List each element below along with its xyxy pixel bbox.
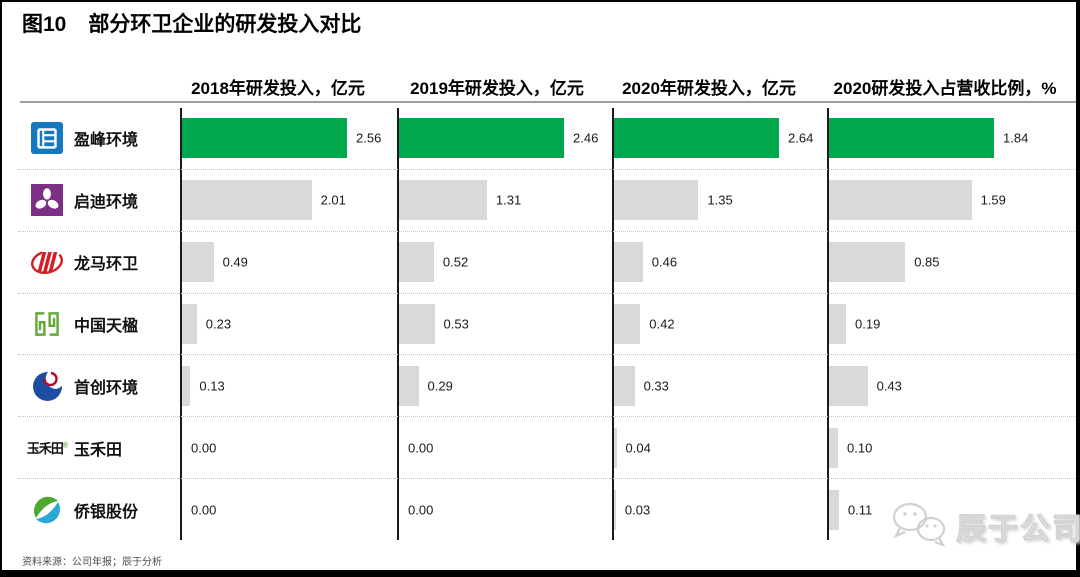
company-name: 启迪环境 bbox=[74, 194, 139, 212]
bar-value-label: 0.46 bbox=[651, 254, 678, 270]
company-row: 首创环境 0.13 0.29 0.33 0.43 bbox=[18, 354, 1076, 416]
bar-value-label: 0.00 bbox=[191, 502, 217, 518]
company-name: 玉禾田 bbox=[74, 441, 123, 459]
company-row: 龙马环卫 0.49 0.52 0.46 0.85 bbox=[18, 230, 1076, 293]
bar-value-label: 0.49 bbox=[222, 254, 248, 270]
bar bbox=[829, 304, 846, 344]
qidi-environment-logo-icon bbox=[26, 182, 68, 218]
wechat-icon bbox=[888, 498, 950, 553]
axis-line-2020-ratio bbox=[827, 108, 829, 540]
bar-value-label: 0.33 bbox=[643, 378, 669, 394]
company-row: 启迪环境 2.01 1.31 1.35 1.59 bbox=[18, 168, 1076, 231]
bar-value-label: 0.85 bbox=[914, 254, 940, 270]
axis-line-2018 bbox=[180, 108, 182, 540]
company-name: 侨银股份 bbox=[74, 503, 139, 521]
bar-value-label: 0.04 bbox=[625, 440, 651, 456]
bar-value-label: 0.00 bbox=[408, 502, 434, 518]
axis-line-2020 bbox=[612, 108, 614, 540]
bar-value-label: 0.00 bbox=[408, 440, 434, 456]
bar bbox=[399, 304, 435, 344]
bar-value-label: 0.23 bbox=[205, 316, 232, 332]
bar bbox=[614, 180, 699, 221]
chart-rows: 盈峰环境 2.56 2.46 2.64 1.84 启迪环境 2.01 1.31 1.35 1.59… bbox=[18, 108, 1076, 540]
bar-value-label: 2.01 bbox=[320, 192, 346, 208]
bar bbox=[182, 365, 191, 406]
column-header-2020-ratio: 2020研发投入占营收比例，% bbox=[833, 79, 1057, 98]
company-name: 盈峰环境 bbox=[74, 132, 139, 150]
watermark: 辰于公司 bbox=[888, 498, 1080, 553]
china-tianying-logo-icon bbox=[26, 306, 68, 342]
bar bbox=[399, 242, 434, 283]
bar bbox=[829, 427, 838, 468]
frame-left-bar bbox=[0, 0, 2, 577]
capital-environment-logo-icon bbox=[26, 368, 68, 404]
bar bbox=[399, 180, 487, 221]
bar bbox=[614, 304, 641, 344]
bar bbox=[614, 365, 635, 406]
bar bbox=[829, 489, 839, 530]
bar bbox=[829, 242, 906, 283]
figure-number: 图10 bbox=[22, 13, 67, 36]
bar-value-label: 2.64 bbox=[788, 130, 814, 146]
bar-value-label: 0.10 bbox=[847, 440, 873, 456]
bar bbox=[614, 427, 617, 468]
bar-value-label: 1.31 bbox=[495, 192, 522, 208]
bar-value-label: 1.59 bbox=[980, 192, 1006, 208]
company-row: 玉禾田® 玉禾田 0.00 0.00 0.04 0.10 bbox=[18, 416, 1076, 478]
bar bbox=[399, 365, 419, 406]
column-header-2020: 2020年研发投入，亿元 bbox=[622, 79, 796, 98]
bar bbox=[399, 118, 564, 159]
bar bbox=[829, 118, 994, 159]
bar-value-label: 0.11 bbox=[847, 502, 873, 518]
watermark-text: 辰于公司 bbox=[956, 512, 1080, 546]
bar-value-label: 1.84 bbox=[1003, 130, 1029, 146]
bar-value-label: 0.53 bbox=[443, 316, 469, 332]
bar-value-label: 0.42 bbox=[649, 316, 675, 332]
figure-title: 图10 部分环卫企业的研发投入对比 bbox=[22, 8, 361, 38]
bar bbox=[182, 242, 214, 283]
bar-value-label: 0.43 bbox=[876, 378, 902, 394]
bar-value-label: 0.19 bbox=[855, 316, 881, 332]
frame-right-bar bbox=[1076, 0, 1080, 577]
bar bbox=[829, 180, 972, 221]
bar-value-label: 2.56 bbox=[356, 130, 382, 146]
bar bbox=[182, 180, 312, 221]
yingfeng-environment-logo-icon bbox=[26, 120, 68, 156]
company-name: 首创环境 bbox=[74, 379, 139, 397]
bar-value-label: 0.29 bbox=[427, 378, 453, 394]
bar-value-label: 0.03 bbox=[624, 502, 651, 518]
bar-value-label: 0.52 bbox=[442, 254, 469, 270]
bar bbox=[182, 304, 197, 344]
bar bbox=[182, 118, 347, 159]
bar bbox=[614, 489, 616, 530]
bar-value-label: 0.13 bbox=[199, 378, 225, 394]
company-name: 中国天楹 bbox=[74, 318, 139, 335]
company-row: 侨银股份 0.00 0.00 0.03 0.11 bbox=[18, 478, 1076, 540]
page-title: 部分环卫企业的研发投入对比 bbox=[88, 13, 362, 36]
company-row: 中国天楹 0.23 0.53 0.42 0.19 bbox=[18, 292, 1076, 355]
company-row: 盈峰环境 2.56 2.46 2.64 1.84 bbox=[18, 108, 1076, 169]
column-header-2018: 2018年研发投入，亿元 bbox=[191, 79, 365, 98]
frame-bottom-bar bbox=[0, 570, 1080, 577]
bar-value-label: 1.35 bbox=[707, 192, 733, 208]
qiaoyin-logo-icon bbox=[26, 492, 68, 528]
bar-value-label: 0.00 bbox=[191, 440, 217, 456]
axis-line-2019 bbox=[397, 108, 399, 540]
bar-value-label: 2.46 bbox=[573, 130, 599, 146]
bar bbox=[614, 242, 643, 283]
company-name: 龙马环卫 bbox=[74, 256, 139, 274]
source-note: 资料来源：公司年报；辰于分析 bbox=[22, 557, 162, 568]
bar bbox=[829, 365, 868, 406]
yuhetian-logo-icon: 玉禾田® bbox=[26, 441, 68, 457]
header-underline bbox=[20, 101, 1076, 103]
bar bbox=[614, 118, 779, 159]
column-header-2019: 2019年研发投入，亿元 bbox=[410, 79, 584, 98]
longma-sanitation-logo-icon bbox=[26, 244, 68, 280]
frame-top-bar bbox=[0, 0, 1080, 2]
